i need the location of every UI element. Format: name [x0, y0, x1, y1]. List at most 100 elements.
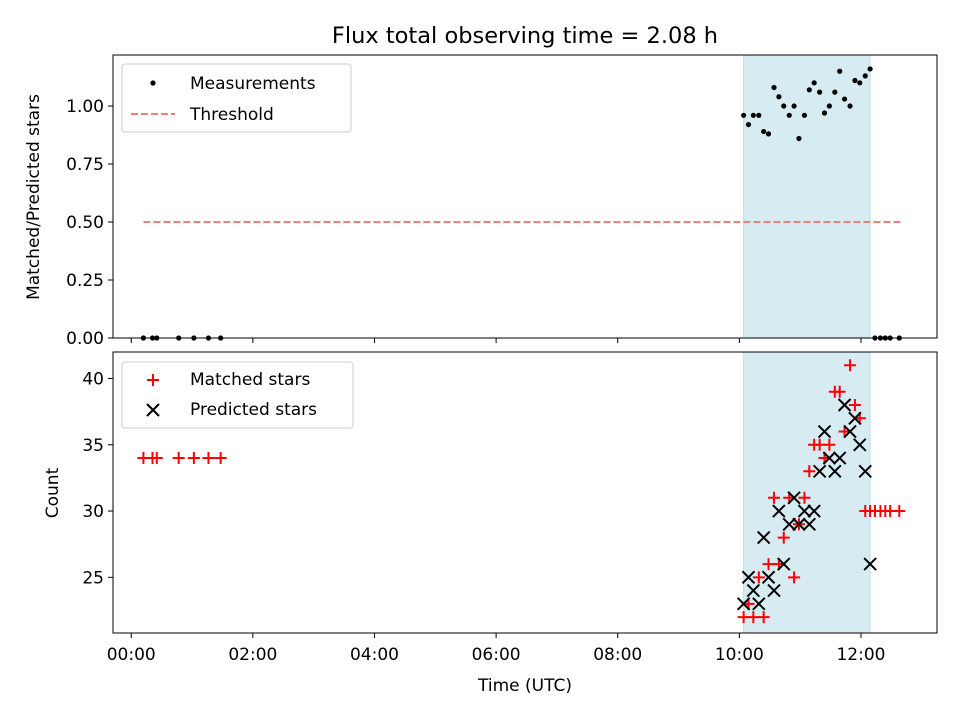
measurements-point	[817, 89, 823, 95]
matched-stars-point	[838, 425, 851, 438]
matched-stars-point	[752, 571, 765, 584]
measurements-point	[821, 110, 828, 116]
x-tick-label: 08:00	[593, 645, 642, 665]
predicted-stars-point	[832, 451, 847, 465]
measurements-point	[796, 135, 802, 142]
predicted-stars-point	[772, 504, 786, 518]
ratio-y-tick-label: 0.50	[66, 213, 104, 233]
threshold-legend-label: Threshold	[189, 105, 274, 125]
matched-stars-point	[762, 558, 775, 571]
predicted-legend-label: Predicted stars	[190, 400, 317, 420]
x-tick-label: 10:00	[715, 645, 764, 665]
observing-window-shade	[743, 351, 871, 634]
matched-stars-point	[214, 452, 227, 465]
matched-stars-point	[844, 359, 857, 372]
count-y-tick-label: 40	[82, 370, 104, 390]
matched-stars-point	[777, 531, 790, 544]
matched-stars-point	[757, 611, 770, 624]
ratio-legend-box	[121, 63, 352, 133]
matched-stars-point	[848, 399, 861, 412]
measurements-point	[781, 103, 787, 109]
measurements-point	[867, 66, 873, 72]
predicted-legend-marker	[146, 403, 160, 417]
x-tick-label: 00:00	[107, 645, 156, 665]
predicted-stars-point	[787, 491, 801, 505]
predicted-stars-point	[777, 557, 791, 571]
measurements-point	[862, 73, 868, 79]
measurements-point	[841, 96, 848, 102]
measurements-point	[756, 112, 762, 118]
measurements-point	[765, 131, 772, 137]
predicted-stars-point	[736, 597, 751, 611]
matched-stars-point	[150, 452, 163, 465]
measurements-point	[826, 103, 832, 109]
x-tick-label: 06:00	[472, 645, 521, 665]
count-legend-box	[121, 361, 354, 429]
count-y-tick-label: 30	[82, 502, 104, 522]
measurements-point	[857, 80, 863, 86]
matched-stars-point	[202, 452, 215, 465]
matched-stars-point	[833, 385, 846, 398]
measurements-point	[771, 84, 777, 91]
matched-stars-point	[768, 491, 781, 504]
predicted-stars-point	[761, 570, 776, 585]
predicted-stars-point	[792, 517, 806, 532]
predicted-stars-point	[863, 557, 877, 571]
ratio-y-axis-label: Matched/Predicted stars	[24, 94, 44, 300]
figure-title: Flux total observing time = 2.08 h	[332, 23, 718, 49]
predicted-stars-point	[817, 424, 832, 439]
predicted-stars-point	[828, 464, 842, 478]
matched-stars-point	[893, 505, 906, 518]
measurements-point	[852, 77, 858, 84]
matched-stars-point	[823, 438, 836, 451]
count-y-axis-label: Count	[43, 467, 63, 518]
predicted-stars-point	[741, 570, 756, 585]
ratio-y-tick-label: 1.00	[66, 97, 104, 117]
measurements-point	[801, 112, 808, 118]
measurements-point	[791, 103, 797, 109]
matched-legend-label: Matched stars	[190, 370, 310, 390]
measurements-point	[847, 103, 853, 109]
measurements-point	[776, 94, 782, 100]
predicted-stars-point	[746, 583, 761, 598]
matched-stars-point	[747, 611, 760, 624]
count-plot-frame	[112, 351, 938, 634]
measurements-legend-marker	[150, 80, 156, 86]
measurements-point	[761, 128, 767, 135]
ratio-plot-frame	[112, 54, 938, 339]
measurements-point	[786, 112, 792, 118]
predicted-stars-point	[848, 411, 862, 425]
predicted-stars-point	[853, 438, 867, 452]
predicted-stars-point	[767, 583, 781, 598]
ratio-legend: Measurements Threshold	[121, 63, 352, 133]
count-legend: Matched stars Predicted stars	[121, 361, 354, 429]
matched-stars-point	[172, 452, 185, 465]
x-tick-label: 02:00	[228, 645, 277, 665]
predicted-stars-point	[756, 530, 771, 545]
ratio-y-tick-label: 0.25	[66, 271, 104, 291]
count-panel: 25 30 35 40 00:00 02:00 04:00 06:00 08:00 10:00 1…	[43, 351, 938, 696]
measurements-point	[750, 112, 756, 118]
measurements-point	[811, 80, 817, 86]
measurements-point	[837, 68, 843, 74]
measurements-point	[832, 89, 838, 95]
predicted-stars-point	[797, 504, 812, 518]
x-axis-label: Time (UTC)	[477, 676, 572, 696]
predicted-stars-point	[843, 424, 857, 439]
predicted-stars-point	[752, 597, 766, 611]
observing-window-shade	[743, 54, 871, 339]
predicted-stars-point	[858, 464, 872, 478]
x-tick-label: 12:00	[836, 645, 885, 665]
predicted-stars-point	[802, 517, 817, 532]
predicted-stars-point	[812, 464, 827, 478]
predicted-stars-point	[837, 398, 852, 412]
predicted-stars-point	[782, 517, 796, 532]
count-y-tick-label: 25	[82, 568, 104, 588]
ratio-y-tick-label: 0.75	[66, 155, 104, 175]
matched-stars-point	[187, 452, 200, 465]
measurements-point	[745, 121, 752, 128]
measurements-point	[806, 87, 812, 93]
measurements-point	[741, 112, 747, 118]
x-tick-label: 04:00	[350, 645, 399, 665]
